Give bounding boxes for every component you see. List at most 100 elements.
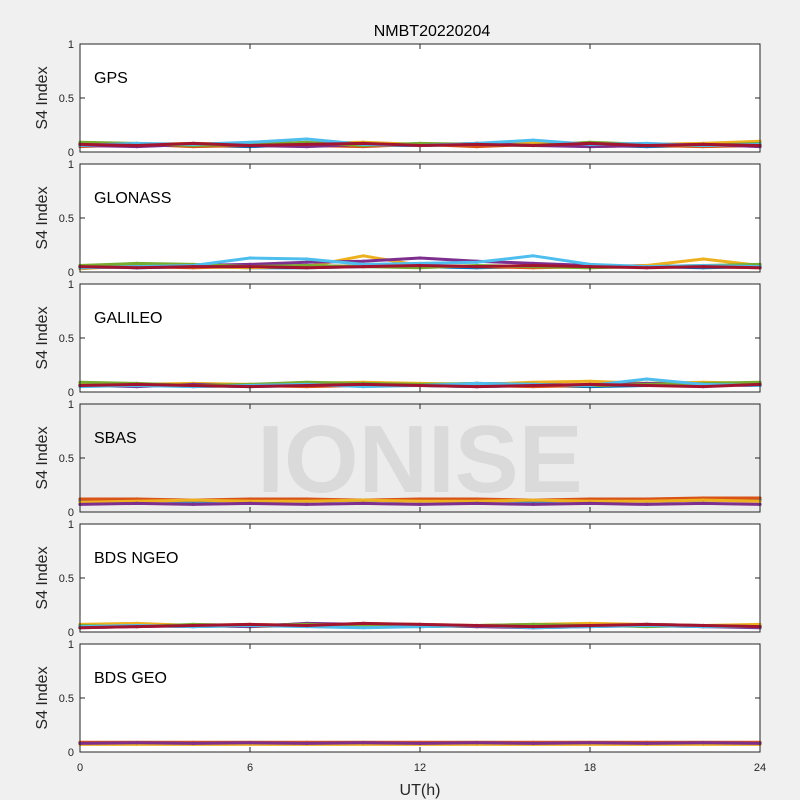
y-axis-label: S4 Index	[34, 66, 51, 129]
data-point	[531, 138, 535, 142]
data-point	[191, 623, 195, 628]
data-point	[248, 256, 252, 260]
data-point	[588, 382, 592, 386]
y-axis-label: S4 Index	[34, 666, 51, 729]
panel-bds-geo: 0 0.5 1 S4 Index BDS GEO	[34, 639, 762, 759]
figure-title: NMBT20220204	[374, 23, 491, 40]
data-point	[588, 141, 592, 145]
panel-glonass: 0 0.5 1 S4 Index GLONASS	[34, 159, 762, 279]
constellation-label: GALILEO	[94, 310, 162, 327]
y-tick-label: 1	[68, 159, 74, 171]
y-tick-label: 0	[68, 507, 74, 519]
data-point	[418, 263, 422, 268]
data-point	[701, 623, 705, 628]
data-point	[361, 626, 365, 630]
data-point	[588, 501, 592, 505]
data-point	[135, 625, 139, 629]
data-point	[361, 621, 365, 626]
constellation-label: BDS GEO	[94, 670, 167, 687]
y-tick-label: 0.5	[59, 333, 74, 345]
data-point	[248, 741, 252, 745]
data-point	[305, 741, 309, 746]
y-tick-label: 0	[68, 267, 74, 279]
y-tick-label: 0.5	[59, 573, 74, 585]
data-point	[305, 499, 309, 503]
watermark-band	[80, 404, 760, 512]
data-point	[588, 265, 592, 269]
data-point	[645, 622, 649, 627]
data-point	[475, 381, 479, 385]
panel-bds-ngeo: 0 0.5 1 S4 Index BDS NGEO	[34, 519, 762, 639]
y-tick-label: 0.5	[59, 213, 74, 225]
data-point	[191, 498, 195, 502]
data-point	[588, 623, 592, 628]
data-point	[191, 265, 195, 269]
data-point	[305, 502, 309, 506]
data-point	[305, 142, 309, 146]
data-point	[135, 143, 139, 148]
data-point	[475, 260, 479, 264]
data-point	[531, 498, 535, 502]
data-point	[248, 385, 252, 389]
y-tick-label: 1	[68, 639, 74, 651]
data-point	[361, 382, 365, 386]
y-axis-label: S4 Index	[34, 186, 51, 249]
x-tick-label: 24	[754, 762, 766, 774]
data-point	[588, 379, 592, 383]
x-axis-label: UT(h)	[400, 782, 441, 799]
y-axis-label: S4 Index	[34, 306, 51, 369]
data-point	[418, 499, 422, 503]
y-tick-label: 1	[68, 279, 74, 291]
x-tick-label: 6	[247, 762, 253, 774]
data-point	[645, 266, 649, 270]
data-point	[135, 382, 139, 386]
data-point	[305, 383, 309, 388]
watermark-text: IONISE	[257, 406, 582, 513]
data-point	[361, 498, 365, 502]
data-point	[248, 140, 252, 144]
data-point	[531, 502, 535, 506]
data-point	[701, 142, 705, 146]
data-point	[305, 623, 309, 628]
data-point	[361, 501, 365, 505]
data-point	[361, 265, 365, 269]
data-point	[418, 622, 422, 627]
data-point	[191, 383, 195, 388]
panel-galileo: 0 0.5 1 S4 Index GALILEO	[34, 279, 762, 399]
data-point	[248, 622, 252, 627]
data-point	[191, 741, 195, 746]
data-point	[305, 260, 309, 264]
data-point	[248, 501, 252, 505]
y-tick-label: 0.5	[59, 453, 74, 465]
y-tick-label: 0	[68, 627, 74, 639]
data-point	[475, 623, 479, 628]
data-point	[475, 385, 479, 389]
data-point	[531, 263, 535, 268]
plot-area	[80, 44, 760, 152]
data-point	[645, 499, 649, 503]
data-point	[418, 383, 422, 388]
data-point	[645, 502, 649, 506]
data-point	[248, 143, 252, 148]
data-point	[531, 383, 535, 388]
data-point	[701, 501, 705, 505]
x-tick-label: 0	[77, 762, 83, 774]
y-tick-label: 0	[68, 147, 74, 159]
y-axis-label: S4 Index	[34, 546, 51, 609]
data-point	[361, 259, 365, 263]
data-point	[135, 501, 139, 505]
plot-area	[80, 644, 760, 752]
data-point	[361, 141, 365, 145]
data-point	[305, 257, 309, 261]
data-point	[645, 741, 649, 746]
y-tick-label: 1	[68, 519, 74, 531]
data-point	[588, 741, 592, 745]
y-tick-label: 0	[68, 747, 74, 759]
data-point	[361, 254, 365, 258]
data-point	[475, 501, 479, 505]
x-tick-label: 18	[584, 762, 596, 774]
data-point	[701, 385, 705, 389]
panels-group: 0 0.5 1 S4 Index GPS 0 0.5 1 S4 Index GLONASS 0 0.5…	[34, 39, 766, 774]
data-point	[191, 502, 195, 506]
y-tick-label: 0.5	[59, 93, 74, 105]
